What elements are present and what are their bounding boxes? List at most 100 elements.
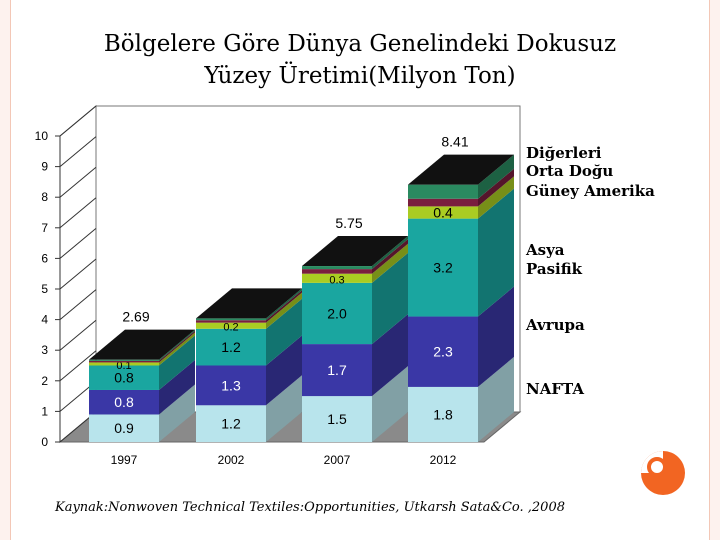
bar-segment-side (159, 384, 195, 442)
bar-segment (196, 405, 266, 442)
bar-value-label: 0.8 (114, 370, 134, 386)
bar-segment-side (372, 314, 408, 397)
bar-segment (408, 218, 478, 317)
bar-value-label: 0.8 (114, 394, 134, 410)
bar-value-label: 1.8 (433, 406, 453, 422)
y-tick-diagonal (59, 258, 97, 290)
bar-segment-side (478, 286, 514, 387)
bar-value-label: 0.1 (116, 360, 131, 372)
legend-label: Orta Doğu (526, 162, 613, 180)
bar-segment (89, 359, 159, 361)
bar-segment (89, 365, 159, 390)
y-tick-label: 9 (41, 160, 48, 174)
bar-value-label: 1.7 (327, 362, 347, 378)
legend-label: Asya (525, 241, 565, 259)
title-line-1: Bölgelere Göre Dünya Genelindeki Dokusuz (103, 31, 617, 57)
bar-segment-side (159, 330, 195, 363)
bar-segment (302, 344, 372, 397)
legend-label: NAFTA (526, 380, 584, 398)
y-tick-label: 1 (41, 404, 48, 418)
y-tick-label: 10 (35, 129, 49, 143)
y-tick-label: 7 (41, 221, 48, 235)
bar-value-label: 1.5 (327, 411, 347, 427)
legend-label: Güney Amerika (526, 182, 655, 200)
bar-value-label: 0.2 (223, 322, 238, 334)
bar-segment-side (159, 335, 195, 390)
bar-segment (302, 269, 372, 274)
slide-left-border (0, 0, 11, 540)
bar-value-label: 1.3 (221, 377, 241, 393)
bar-total-label: 2.69 (122, 309, 149, 325)
y-tick-diagonal (59, 166, 97, 198)
bar-segment-side (372, 252, 408, 345)
x-tick-label: 2002 (218, 453, 245, 467)
bar-segment-side (266, 335, 302, 406)
bar-value-label: 2.0 (327, 305, 347, 321)
bar-segment-side (478, 356, 514, 442)
bar-total-label: 8.41 (441, 134, 468, 150)
bar-segment-side (372, 243, 408, 283)
y-tick-label: 5 (41, 282, 48, 296)
decorative-circle-icon (641, 451, 685, 495)
y-tick-diagonal (59, 197, 97, 229)
bar-value-label: 0.3 (329, 274, 344, 286)
bar-segment-side (159, 359, 195, 415)
bar-segment-side (478, 168, 514, 207)
y-tick-diagonal (59, 228, 97, 259)
title-line-2: Yüzey Üretimi(Milyon Ton) (204, 63, 516, 89)
bar-value-label: 3.2 (433, 260, 453, 276)
bar-segment (408, 198, 478, 207)
bar-segment-side (478, 188, 514, 317)
y-tick-label: 2 (41, 374, 48, 388)
bar-segment (408, 386, 478, 442)
bar-segment (302, 273, 372, 283)
bar-segment (89, 389, 159, 415)
bar-value-label: 0.4 (433, 205, 453, 221)
bar-segment (196, 365, 266, 406)
bar-segment (302, 396, 372, 442)
slide-right-border (709, 0, 720, 540)
bar-segment (302, 282, 372, 345)
y-tick-label: 4 (41, 313, 48, 327)
bar-top-cap (196, 288, 302, 319)
bar-segment (196, 328, 266, 366)
bar-segment-side (266, 288, 302, 321)
bar-top-cap (408, 154, 514, 185)
slide-title: Bölgelere Göre Dünya Genelindeki Dokusuz… (40, 28, 680, 92)
y-tick-diagonal (59, 350, 97, 382)
x-tick-label: 2007 (324, 453, 351, 467)
legend-label: Pasifik (526, 260, 583, 278)
bar-segment-side (266, 292, 302, 329)
bar-segment-side (159, 332, 195, 366)
y-tick-diagonal (59, 319, 97, 351)
source-caption: Kaynak:Nonwoven Technical Textiles:Oppor… (55, 500, 565, 515)
bar-segment-side (372, 236, 408, 270)
bar-segment (408, 184, 478, 199)
y-tick-label: 3 (41, 343, 48, 357)
bar-segment-side (372, 366, 408, 442)
y-tick-label: 6 (41, 251, 48, 265)
legend-label: Avrupa (525, 316, 585, 334)
bar-value-label: 0.9 (114, 420, 134, 436)
y-tick-label: 0 (41, 435, 48, 449)
bar-segment (408, 206, 478, 219)
bar-segment-side (478, 176, 514, 219)
bar-segment (89, 414, 159, 442)
legend-label: Diğerleri (526, 144, 602, 162)
bar-top-cap (302, 236, 408, 267)
y-tick-diagonal (59, 105, 97, 137)
bar-segment (196, 322, 266, 329)
bar-total-label: 5.75 (335, 215, 362, 231)
x-tick-label: 2012 (430, 453, 457, 467)
y-tick-label: 8 (41, 190, 48, 204)
bar-segment-side (372, 239, 408, 274)
bar-segment (89, 362, 159, 366)
bar-segment-side (266, 290, 302, 323)
bar-segment (196, 320, 266, 323)
bar-segment (196, 318, 266, 321)
bar-segment (408, 316, 478, 387)
bar-segment-side (266, 298, 302, 366)
y-tick-diagonal (59, 289, 97, 320)
bar-segment (89, 360, 159, 363)
